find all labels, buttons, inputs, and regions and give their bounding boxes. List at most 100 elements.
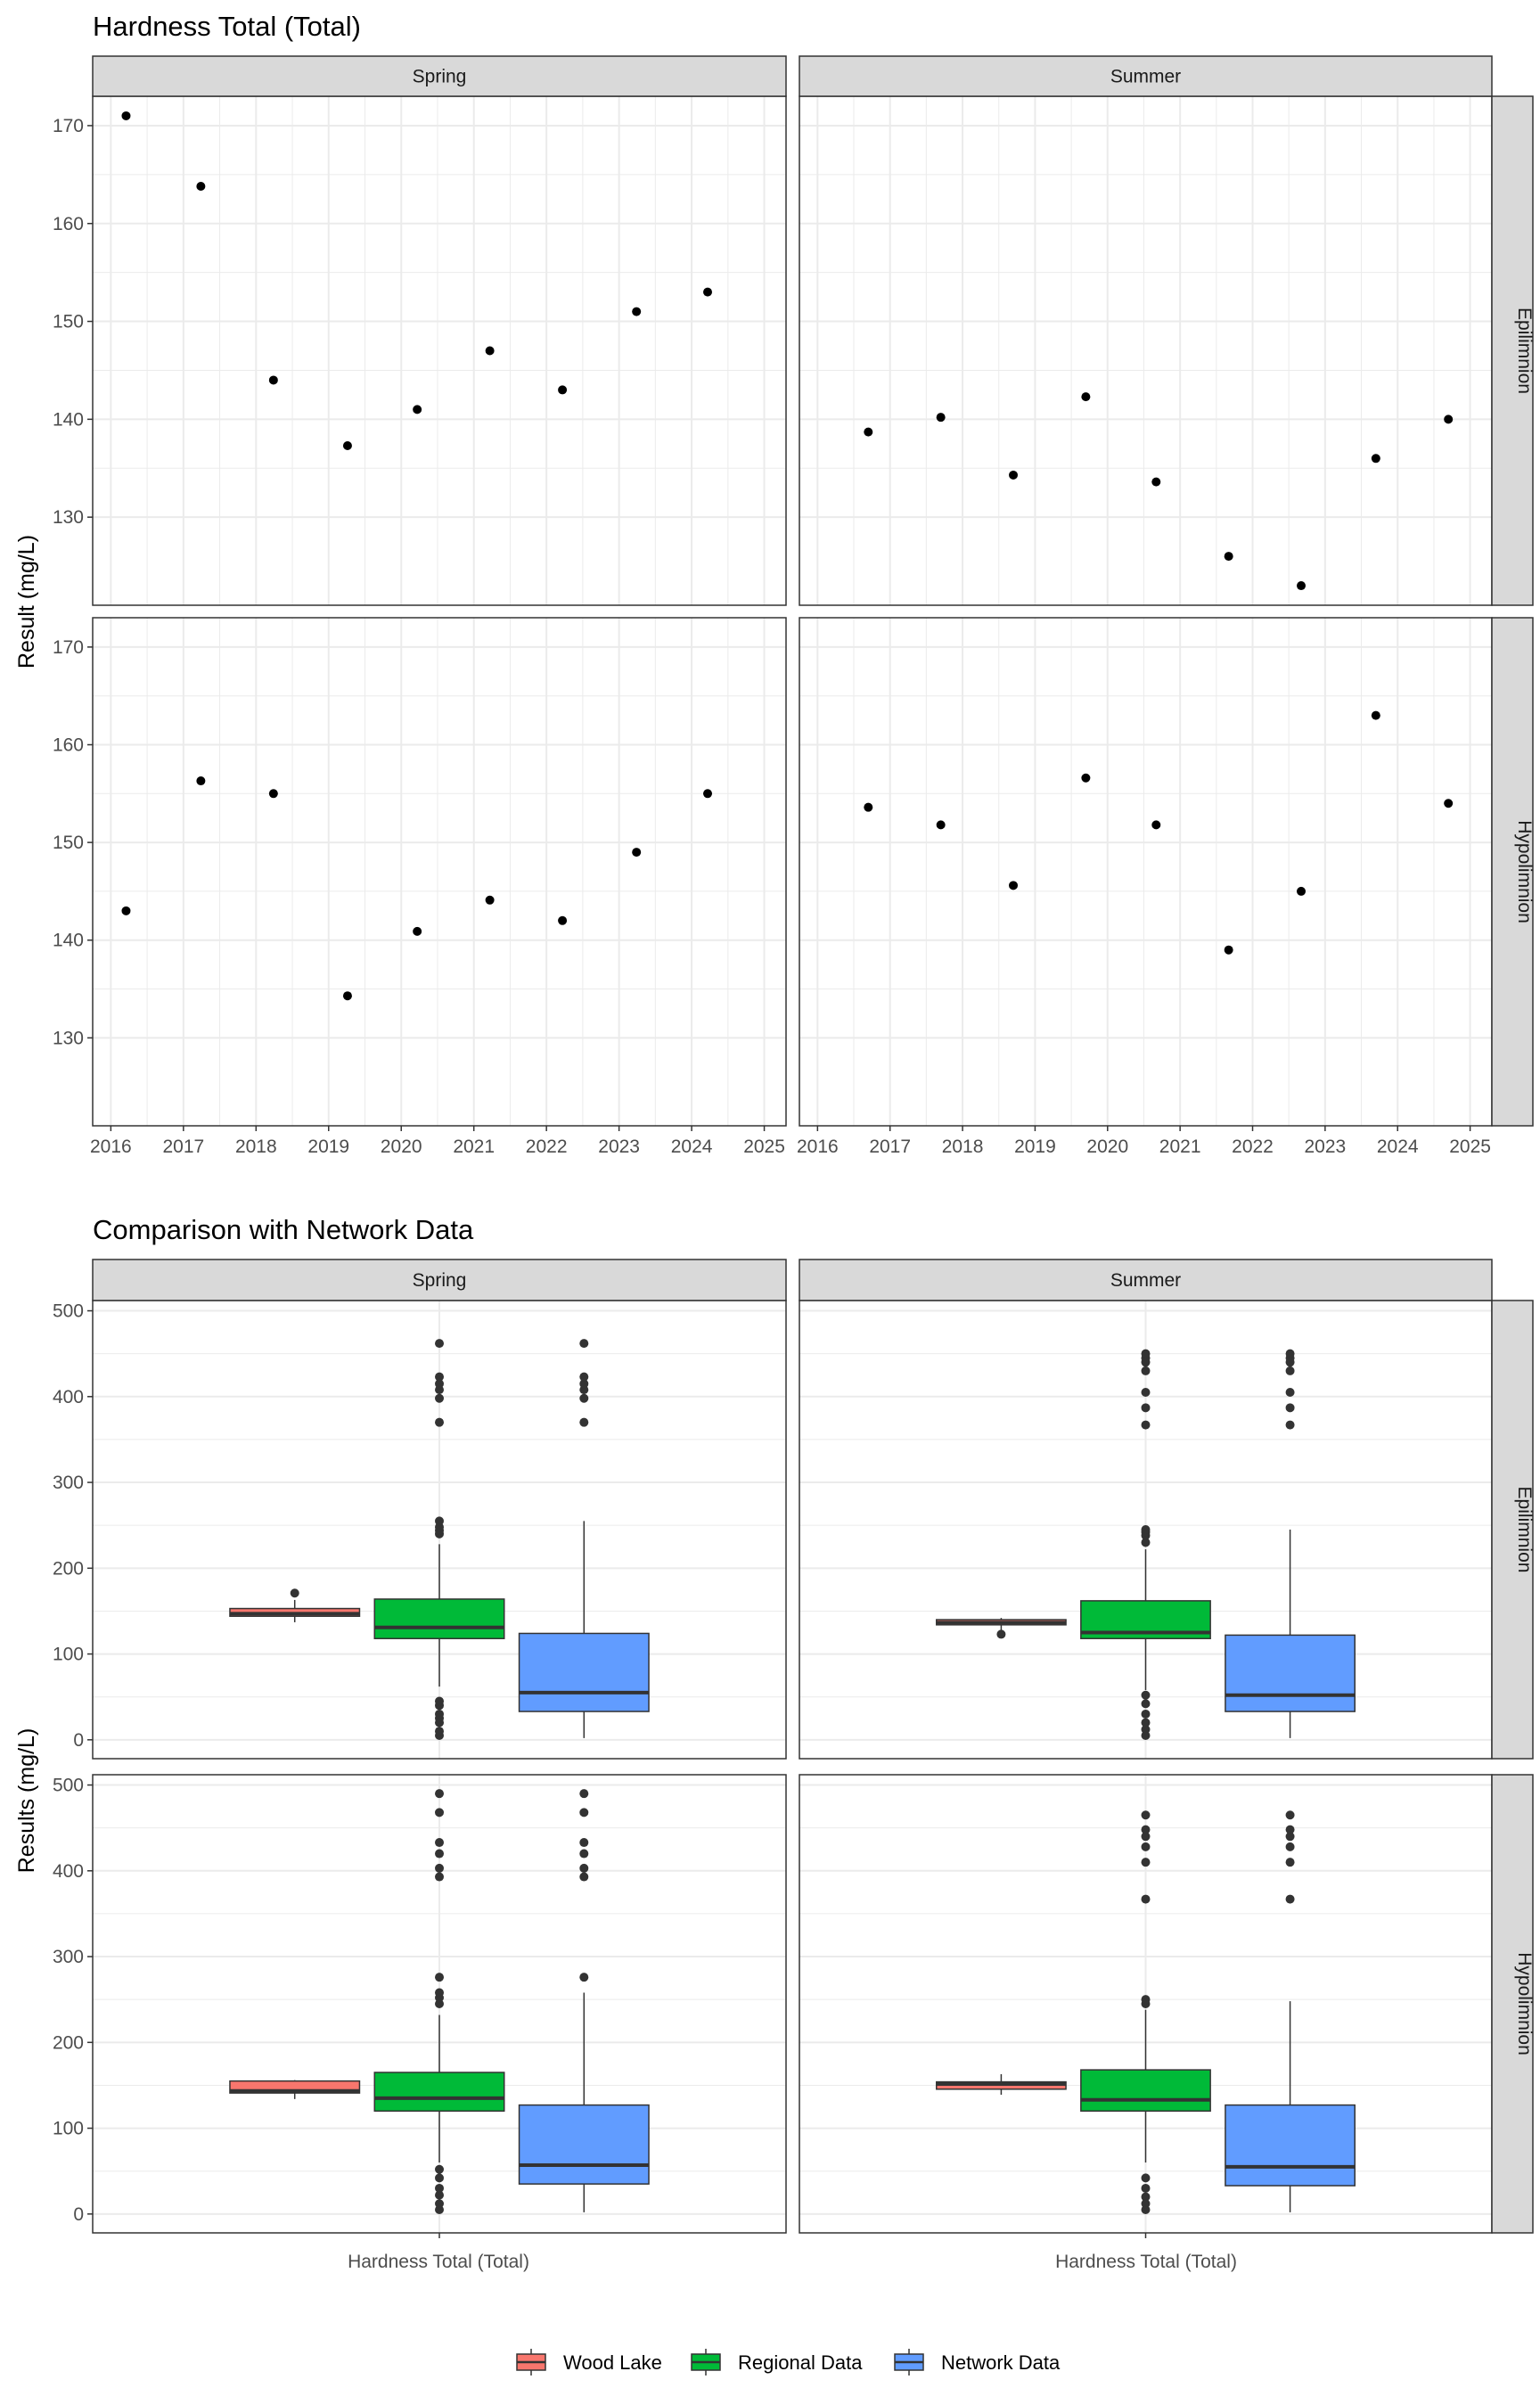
x-tick-label: 2025: [743, 1136, 785, 1157]
y-tick-label: 100: [53, 2119, 84, 2139]
outlier-point-regional-data: [435, 1988, 444, 1998]
x-tick-label: 2016: [797, 1136, 839, 1157]
outlier-point-regional-data: [435, 1393, 444, 1403]
y-tick-label: 500: [53, 1301, 84, 1322]
y-tick-label: 200: [53, 2032, 84, 2053]
x-tick-label: 2024: [1377, 1136, 1419, 1157]
x-tick-label: 2021: [1159, 1136, 1201, 1157]
outlier-point-regional-data: [435, 2190, 444, 2200]
legend-item-wood-lake[interactable]: Wood Lake: [516, 2349, 662, 2375]
bottom-chart-x-label-spring: Hardness Total (Total): [348, 2252, 529, 2272]
outlier-point-regional-data: [1141, 1699, 1151, 1709]
outlier-point-regional-data: [1141, 2192, 1151, 2202]
strip-label-hypolimnion: Hypolimnion: [1514, 820, 1535, 923]
outlier-point-regional-data: [435, 1838, 444, 1848]
outlier-point-network-data: [1285, 1832, 1295, 1842]
outlier-point-regional-data: [1141, 1894, 1151, 1904]
y-tick-label: 140: [53, 931, 84, 951]
x-tick-label: 2020: [1086, 1136, 1128, 1157]
outlier-point-regional-data: [1141, 1718, 1151, 1727]
data-point: [1009, 881, 1019, 890]
outlier-point-regional-data: [1141, 1995, 1151, 2005]
outlier-point-regional-data: [1141, 2173, 1151, 2183]
outlier-point-regional-data: [435, 1863, 444, 1873]
outlier-point-regional-data: [1141, 1525, 1151, 1534]
outlier-point-network-data: [1285, 1420, 1295, 1430]
outlier-point-regional-data: [1141, 1725, 1151, 1735]
data-point: [1297, 886, 1307, 896]
x-tick-label: 2024: [671, 1136, 713, 1157]
outlier-point-network-data: [1285, 1894, 1295, 1904]
outlier-point-network-data: [579, 1849, 589, 1859]
strip-label-hypolimnion: Hypolimnion: [1514, 1952, 1535, 2055]
strip-label-spring: Spring: [413, 67, 467, 87]
outlier-point-network-data: [579, 1417, 589, 1427]
data-point: [936, 820, 946, 830]
strip-spring-1: [92, 1259, 787, 1301]
data-point: [558, 385, 568, 395]
y-tick-label: 300: [53, 1473, 84, 1493]
outlier-point-network-data: [579, 1872, 589, 1882]
strip-summer-1: [799, 1259, 1493, 1301]
strip-spring-0: [92, 55, 787, 97]
outlier-point-network-data: [579, 1808, 589, 1818]
outlier-point-network-data: [1285, 1825, 1295, 1834]
outlier-point-regional-data: [435, 2183, 444, 2193]
outlier-point-regional-data: [1141, 1403, 1151, 1413]
y-tick-label: 140: [53, 409, 84, 430]
outlier-point-regional-data: [1141, 1420, 1151, 1430]
panel-spring-hypolimnion: [92, 617, 787, 1127]
outlier-point-regional-data: [435, 1872, 444, 1882]
data-point: [703, 287, 713, 297]
outlier-point-regional-data: [1141, 1825, 1151, 1834]
y-tick-label: 400: [53, 1387, 84, 1407]
strip-hypolimnion-1: [1491, 1774, 1534, 2234]
y-tick-label: 200: [53, 1558, 84, 1579]
data-point: [121, 906, 131, 915]
x-tick-label: 2017: [869, 1136, 911, 1157]
y-tick-label: 0: [73, 1730, 84, 1751]
y-tick-label: 150: [53, 833, 84, 853]
strip-label-spring: Spring: [413, 1270, 467, 1291]
outlier-point-regional-data: [1141, 2199, 1151, 2209]
box-network-data: [1225, 1634, 1356, 1712]
x-tick-label: 2023: [598, 1136, 640, 1157]
outlier-point-regional-data: [1141, 2183, 1151, 2193]
outlier-point-network-data: [1285, 1366, 1295, 1375]
data-point: [1444, 799, 1454, 808]
outlier-point-regional-data: [1141, 1366, 1151, 1375]
outlier-point-regional-data: [1141, 1387, 1151, 1397]
outlier-point-regional-data: [435, 1379, 444, 1389]
outlier-point-regional-data: [1141, 1690, 1151, 1700]
outlier-point-network-data: [1285, 1842, 1295, 1851]
legend-label-wood-lake: Wood Lake: [563, 2351, 662, 2374]
outlier-point-regional-data: [1141, 1709, 1151, 1719]
x-tick-label: 2025: [1449, 1136, 1491, 1157]
strip-epilimnion-0: [1491, 95, 1534, 606]
legend-label-network-data: Network Data: [941, 2351, 1061, 2374]
box-network-data: [1225, 2104, 1356, 2187]
bottom-chart-title: Comparison with Network Data: [93, 1214, 474, 1245]
outlier-point-network-data: [1285, 1810, 1295, 1820]
y-tick-label: 500: [53, 1776, 84, 1796]
data-point: [268, 375, 278, 385]
data-point: [632, 307, 642, 316]
outlier-point-network-data: [1285, 1387, 1295, 1397]
x-tick-label: 2022: [1232, 1136, 1274, 1157]
outlier-point-regional-data: [1141, 1349, 1151, 1358]
data-point: [1224, 552, 1233, 562]
data-point: [196, 182, 206, 192]
strip-label-summer: Summer: [1110, 1270, 1181, 1291]
data-point: [703, 789, 713, 799]
data-point: [1297, 581, 1307, 591]
x-tick-label: 2019: [1014, 1136, 1056, 1157]
x-tick-label: 2021: [453, 1136, 495, 1157]
data-point: [413, 926, 422, 936]
box-network-data: [518, 1632, 650, 1712]
data-point: [1009, 470, 1019, 480]
legend-item-network-data[interactable]: Network Data: [894, 2349, 1061, 2375]
y-tick-label: 150: [53, 312, 84, 332]
top-chart-y-axis-label: Result (mg/L): [14, 535, 39, 669]
legend-item-regional-data[interactable]: Regional Data: [691, 2349, 863, 2375]
y-tick-label: 300: [53, 1947, 84, 1967]
